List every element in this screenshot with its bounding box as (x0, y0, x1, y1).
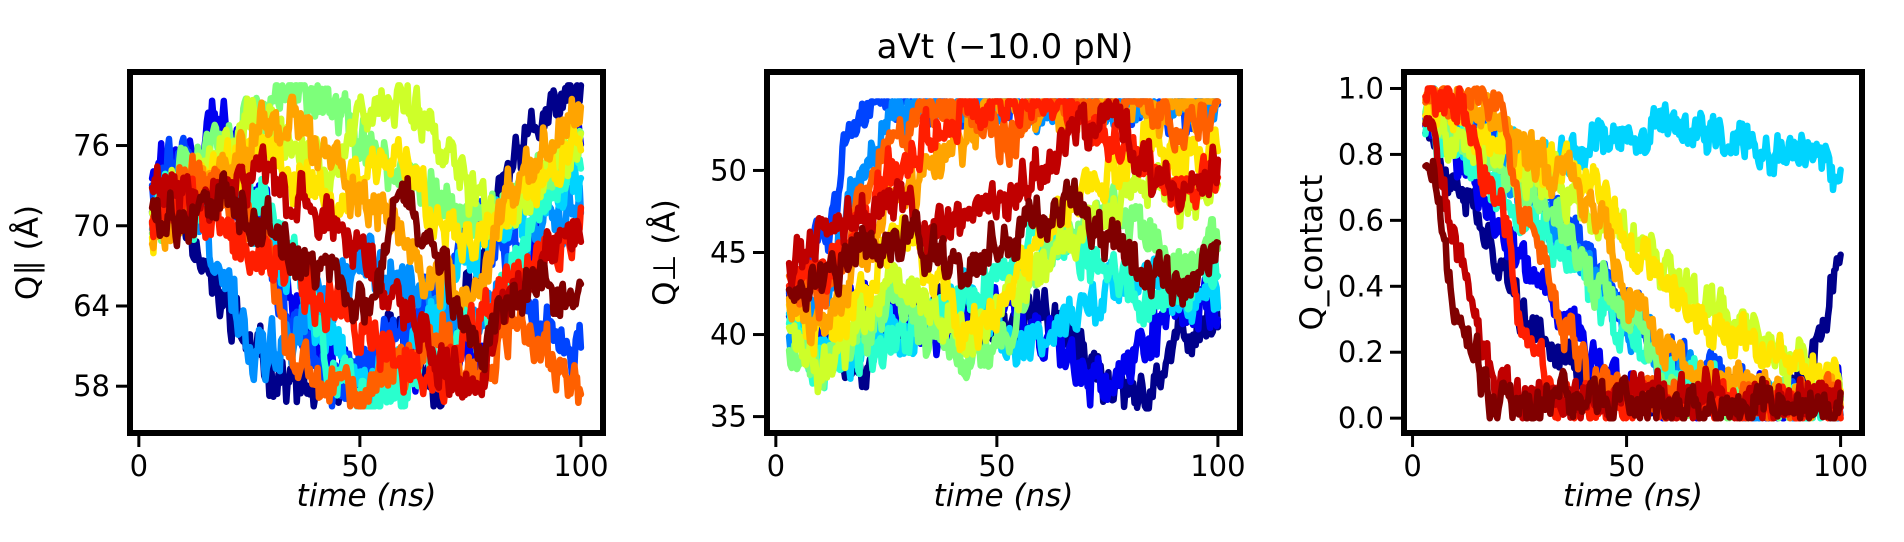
y-tick-label: 64 (73, 289, 110, 323)
y-tick-label: 1.0 (1338, 71, 1384, 105)
plot-area (785, 98, 1222, 412)
x-tick-label: 0 (130, 449, 148, 483)
x-axis-label: time (ns) (1563, 478, 1703, 514)
y-tick-label: 50 (710, 153, 747, 187)
y-tick-label: 0.0 (1338, 401, 1384, 435)
x-tick-label: 0 (1403, 449, 1421, 483)
y-tick-label: 45 (710, 236, 747, 270)
plot-area (1422, 85, 1844, 422)
series-line-11 (148, 152, 585, 410)
y-tick-label: 0.4 (1338, 269, 1384, 303)
series-line-14 (148, 170, 585, 374)
y-axis-label: Q_contact (1294, 175, 1330, 331)
panel-1: 0 50 100 58 64 70 76 time (ns) Q∥ (Å) (10, 69, 609, 514)
y-tick-label: 40 (710, 318, 747, 352)
x-tick-label: 50 (341, 449, 378, 483)
x-tick-label: 50 (978, 449, 1015, 483)
x-tick-label: 100 (553, 449, 608, 483)
x-tick-label: 100 (1813, 449, 1868, 483)
y-tick-label: 0.6 (1338, 203, 1384, 237)
panel-3: 0 50 100 0.0 0.2 0.4 0.6 0.8 1.0 time (ns) Q_conta… (1294, 69, 1868, 514)
y-axis-label: Q∥ (Å) (10, 205, 46, 300)
series-line-6 (785, 208, 1222, 392)
y-tick-label: 0.2 (1338, 335, 1384, 369)
series-line-9 (785, 115, 1222, 358)
x-axis-label: time (ns) (934, 478, 1074, 514)
series-line-9 (1422, 85, 1844, 403)
plot-area (148, 82, 585, 410)
x-tick-label: 0 (767, 449, 785, 483)
series-line-14 (785, 177, 1222, 313)
x-axis-label: time (ns) (297, 478, 437, 514)
figure-title: aVt (−10.0 pN) (877, 27, 1134, 67)
y-tick-label: 0.8 (1338, 137, 1384, 171)
y-tick-label: 58 (73, 369, 110, 403)
series-line-13 (785, 98, 1222, 290)
x-tick-label: 100 (1190, 449, 1245, 483)
y-tick-label: 70 (73, 209, 110, 243)
y-tick-label: 76 (73, 129, 110, 163)
series-line-10 (148, 93, 585, 312)
plot-frame (127, 69, 606, 436)
x-tick-label: 50 (1608, 449, 1645, 483)
plot-frame (764, 69, 1243, 436)
plot-frame (1401, 69, 1865, 436)
y-axis-label: Q⊥ (Å) (647, 199, 683, 306)
y-tick-label: 35 (710, 400, 747, 434)
series-line-11 (785, 98, 1222, 322)
series-line-14 (1422, 157, 1844, 422)
